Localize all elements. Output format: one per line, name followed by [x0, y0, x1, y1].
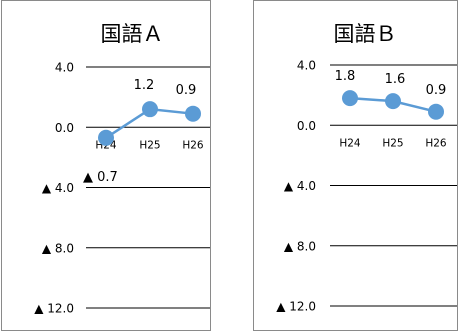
y-tick-label: ▲ 4.0: [42, 181, 74, 195]
x-tick-label: H24: [339, 137, 361, 149]
data-label: 0.9: [176, 83, 197, 98]
data-point-marker: [342, 90, 358, 107]
y-tick-label: 0.0: [55, 121, 74, 135]
data-label: ▲ 0.7: [83, 170, 118, 185]
data-label: 1.2: [134, 78, 155, 93]
x-tick-label: H25: [139, 139, 160, 151]
data-labels: 1.8 1.6 0.9: [335, 69, 447, 98]
data-labels: ▲ 0.7 1.2 0.9: [83, 78, 196, 185]
data-label: 1.6: [385, 72, 406, 87]
data-point-marker: [142, 101, 158, 118]
y-tick-labels: 4.0 0.0 ▲ 4.0 ▲ 8.0 ▲ 12.0: [34, 61, 74, 316]
y-tick-label: ▲ 4.0: [284, 179, 316, 193]
chart-panel-kokugo-b: 国語Ｂ 4.0 0.0 ▲ 4.0 ▲ 8.0 ▲ 12.0 H24 H25 H26 1.8…: [253, 0, 458, 331]
x-tick-label: H26: [182, 139, 204, 151]
x-tick-label: H25: [382, 137, 403, 149]
series-line: [98, 101, 201, 146]
y-tick-label: ▲ 8.0: [284, 239, 316, 253]
y-tick-label: ▲ 8.0: [42, 241, 74, 255]
y-tick-label: 0.0: [297, 119, 316, 133]
panel-frame: [1, 0, 211, 331]
chart-title: 国語Ｂ: [334, 22, 397, 46]
chart-title: 国語Ａ: [101, 22, 164, 46]
data-point-marker: [428, 103, 444, 120]
data-point-marker: [385, 93, 401, 110]
y-gridlines: [86, 66, 210, 309]
data-label: 0.9: [426, 83, 447, 98]
y-gridlines: [330, 64, 457, 307]
series-line: [342, 90, 444, 120]
y-tick-label: 4.0: [297, 59, 316, 73]
y-tick-label: ▲ 12.0: [34, 302, 74, 316]
x-tick-label: H26: [425, 137, 447, 149]
data-label: 1.8: [335, 69, 356, 84]
panel-frame: [253, 0, 458, 331]
y-tick-labels: 4.0 0.0 ▲ 4.0 ▲ 8.0 ▲ 12.0: [276, 59, 316, 314]
data-point-marker: [98, 129, 114, 146]
data-point-marker: [185, 105, 201, 122]
x-tick-labels: H24 H25 H26: [339, 137, 447, 149]
y-tick-label: 4.0: [55, 61, 74, 75]
y-tick-label: ▲ 12.0: [276, 300, 316, 314]
